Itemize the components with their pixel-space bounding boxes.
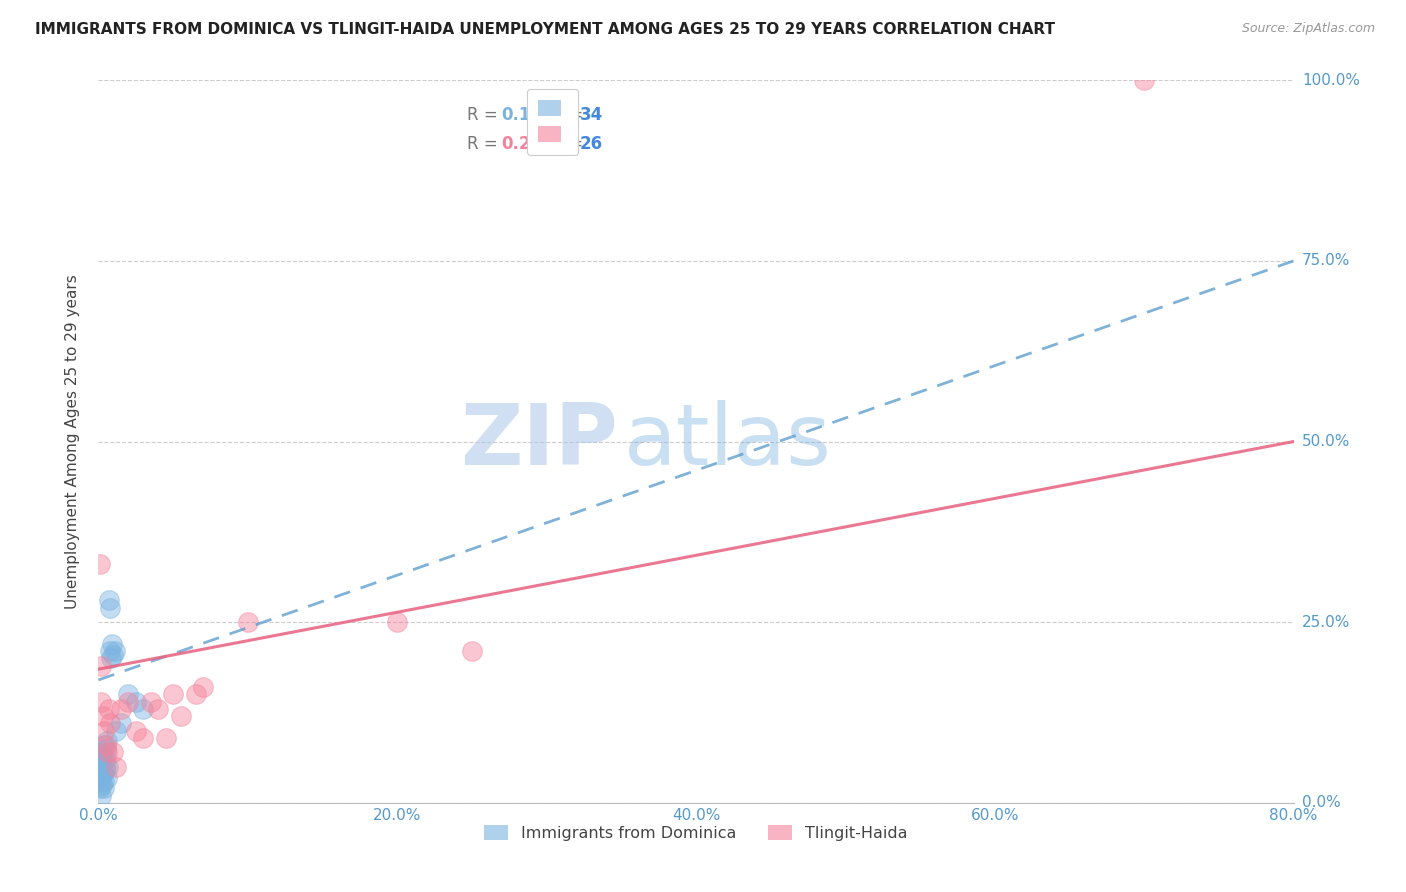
Point: [117, 695, 139, 709]
Point: [89, 760, 111, 774]
Text: R =: R =: [467, 106, 502, 124]
Point: [91, 745, 114, 759]
Text: Source: ZipAtlas.com: Source: ZipAtlas.com: [1241, 22, 1375, 36]
Point: [91, 709, 114, 723]
Point: [96, 771, 118, 785]
Text: N =: N =: [541, 135, 588, 153]
Point: [89, 767, 111, 781]
Point: [90, 752, 112, 766]
Point: [105, 723, 128, 738]
Point: [94, 738, 117, 752]
Point: [94, 752, 117, 766]
Text: 0.0%: 0.0%: [1302, 796, 1340, 810]
Point: [90, 789, 112, 803]
Point: [94, 741, 117, 756]
Point: [91, 748, 114, 763]
Point: [90, 778, 112, 792]
Text: 34: 34: [581, 106, 603, 124]
Point: [103, 745, 125, 759]
Point: [103, 648, 125, 662]
Point: [93, 723, 115, 738]
Point: [93, 781, 115, 796]
Point: [97, 760, 120, 774]
Point: [132, 731, 155, 745]
Point: [117, 687, 139, 701]
Point: [385, 615, 409, 630]
Text: N =: N =: [541, 106, 588, 124]
Text: ZIP: ZIP: [461, 400, 619, 483]
Point: [90, 695, 112, 709]
Point: [461, 644, 484, 658]
Point: [155, 731, 177, 745]
Point: [93, 760, 115, 774]
Point: [139, 695, 162, 709]
Point: [91, 767, 114, 781]
Text: atlas: atlas: [624, 400, 832, 483]
Text: 75.0%: 75.0%: [1302, 253, 1350, 268]
Point: [162, 687, 184, 701]
Y-axis label: Unemployment Among Ages 25 to 29 years: Unemployment Among Ages 25 to 29 years: [65, 274, 80, 609]
Point: [169, 709, 191, 723]
Point: [1133, 73, 1156, 87]
Point: [132, 702, 155, 716]
Point: [97, 702, 120, 716]
Point: [100, 651, 122, 665]
Text: 25.0%: 25.0%: [1302, 615, 1350, 630]
Point: [125, 723, 148, 738]
Point: [89, 558, 111, 572]
Point: [93, 738, 115, 752]
Point: [93, 774, 115, 789]
Legend: Immigrants from Dominica, Tlingit-Haida: Immigrants from Dominica, Tlingit-Haida: [477, 817, 915, 849]
Point: [89, 774, 111, 789]
Point: [110, 702, 132, 716]
Point: [96, 734, 118, 748]
Point: [104, 644, 127, 658]
Point: [91, 756, 114, 770]
Text: 0.258: 0.258: [501, 135, 554, 153]
Point: [94, 764, 117, 778]
Point: [191, 680, 214, 694]
Point: [98, 644, 122, 658]
Point: [125, 695, 148, 709]
Point: [90, 771, 112, 785]
Point: [184, 687, 207, 701]
Text: 100.0%: 100.0%: [1302, 73, 1360, 87]
Point: [110, 716, 132, 731]
Point: [98, 716, 122, 731]
Point: [89, 781, 111, 796]
Text: R =: R =: [467, 135, 502, 153]
Point: [101, 637, 124, 651]
Text: 0.198: 0.198: [501, 106, 554, 124]
Point: [90, 658, 112, 673]
Point: [236, 615, 259, 630]
Point: [96, 745, 118, 759]
Point: [97, 593, 120, 607]
Text: IMMIGRANTS FROM DOMINICA VS TLINGIT-HAIDA UNEMPLOYMENT AMONG AGES 25 TO 29 YEARS: IMMIGRANTS FROM DOMINICA VS TLINGIT-HAID…: [35, 22, 1054, 37]
Point: [98, 600, 121, 615]
Point: [105, 760, 128, 774]
Text: 26: 26: [581, 135, 603, 153]
Text: 50.0%: 50.0%: [1302, 434, 1350, 449]
Point: [148, 702, 170, 716]
